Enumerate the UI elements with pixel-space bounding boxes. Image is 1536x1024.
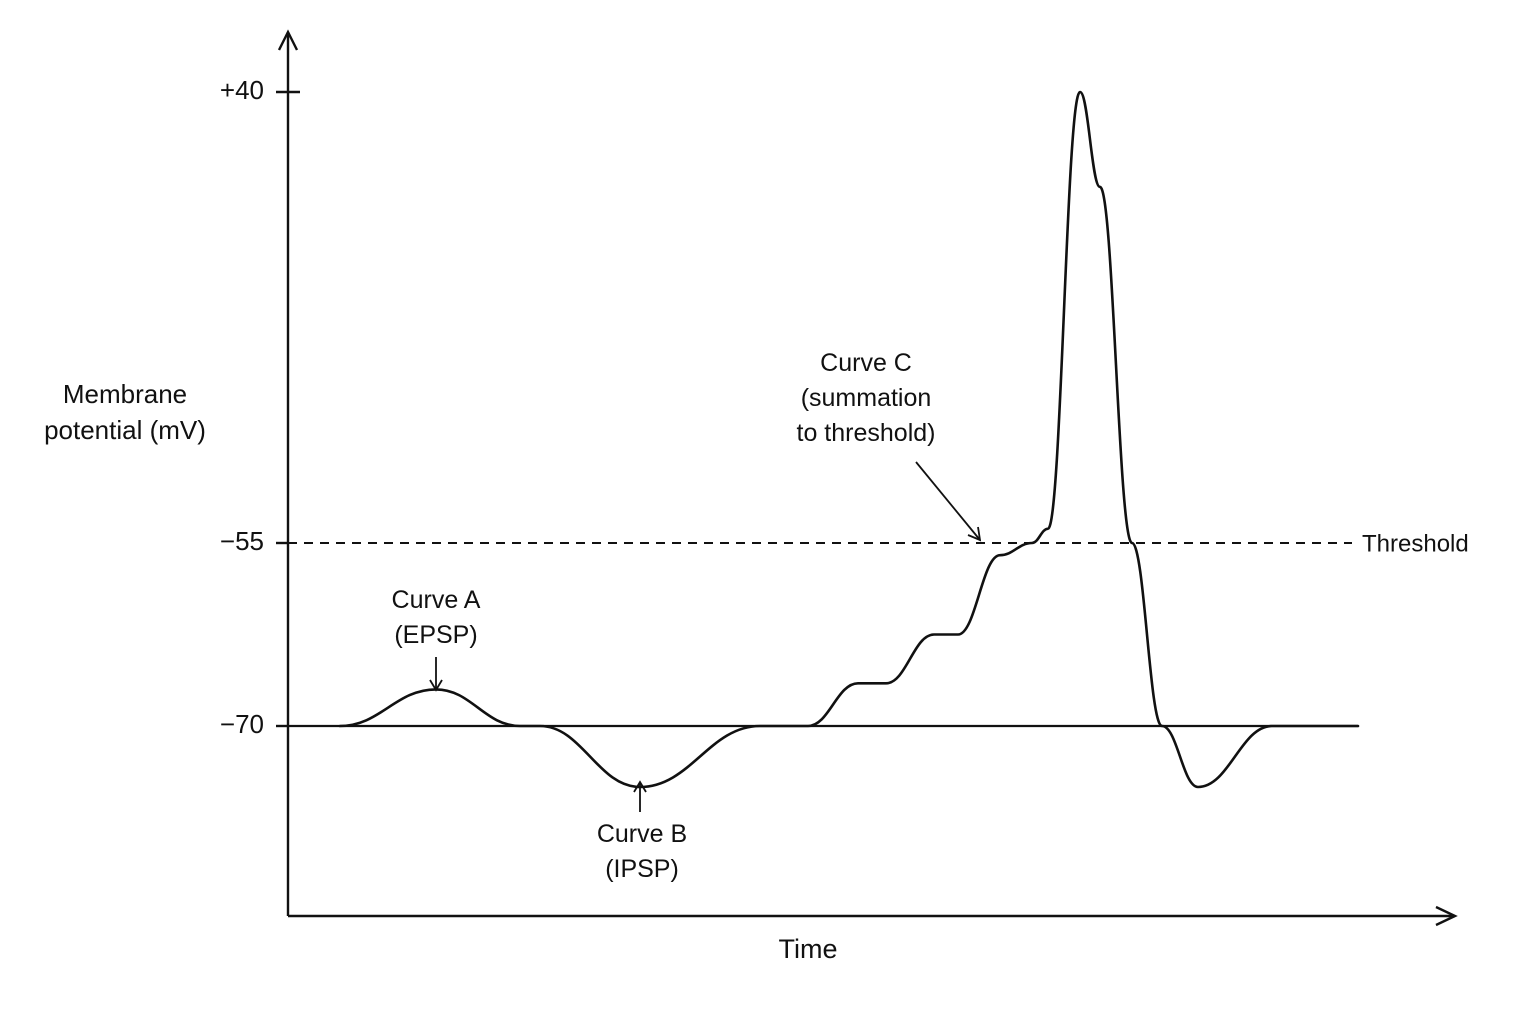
curve-c-pointer-arrow	[915, 461, 982, 542]
y-tick-label-40: +40	[220, 75, 264, 105]
curve-a-label: Curve A	[392, 586, 481, 614]
curve-b-pointer-arrow	[633, 780, 647, 812]
curve-a-pointer-arrow	[429, 657, 443, 692]
curve-b-label: Curve B	[597, 820, 687, 848]
y-axis-title-line2: potential (mV)	[44, 415, 206, 445]
threshold-label: Threshold	[1362, 530, 1469, 557]
curve-c-label: Curve C	[820, 349, 912, 377]
curve-b-sublabel: (IPSP)	[605, 855, 679, 883]
curve-c-sublabel-line1: (summation	[801, 384, 932, 412]
y-axis-arrowhead	[277, 29, 299, 51]
y-axis-title-line1: Membrane	[63, 379, 187, 409]
y-tick-label-minus55: −55	[220, 526, 264, 556]
x-axis-title: Time	[779, 934, 838, 964]
curve-c-sublabel-line2: to threshold)	[797, 419, 936, 447]
membrane-potential-trace	[338, 90, 1360, 789]
curve-a-sublabel: (EPSP)	[394, 621, 477, 649]
y-tick-label-minus70: −70	[220, 709, 264, 739]
x-axis-arrowhead	[1435, 905, 1458, 927]
